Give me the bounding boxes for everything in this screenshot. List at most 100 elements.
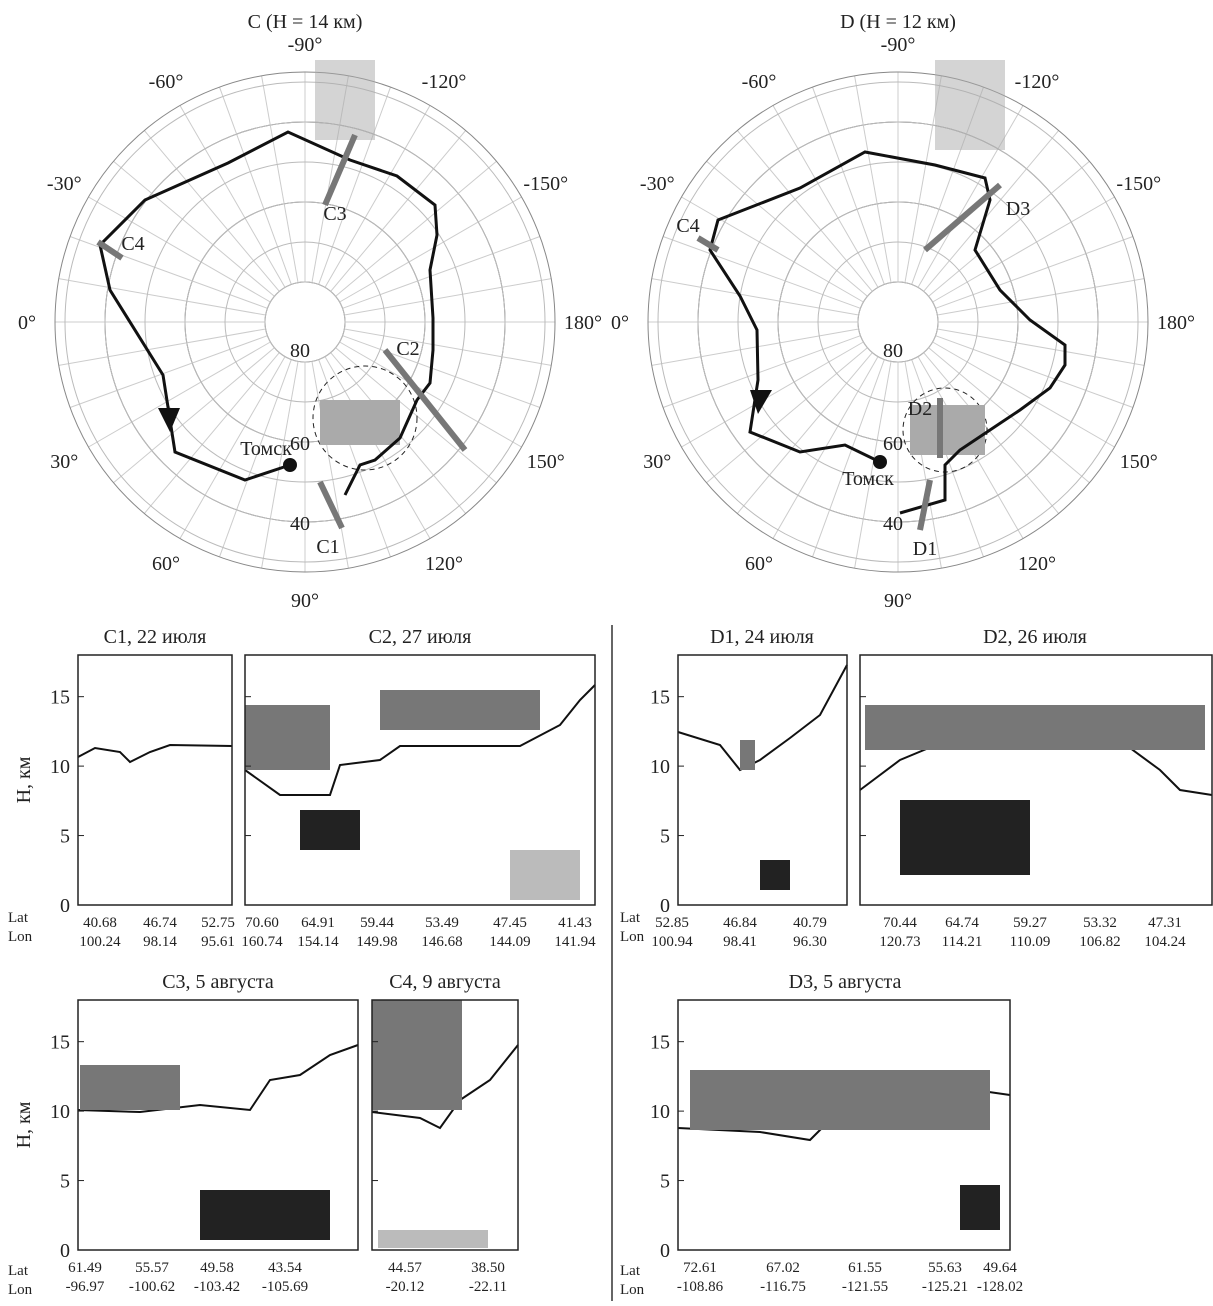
y-tick-label: 15: [650, 1032, 670, 1054]
lon-label: -150°: [1116, 173, 1161, 195]
lon-grid: [88, 197, 270, 302]
panel-title: C4, 9 августа: [389, 971, 501, 993]
y-tick-label: 0: [60, 1240, 70, 1262]
y-tick-label: 0: [60, 895, 70, 917]
panel-title: D3, 5 августа: [789, 971, 902, 993]
lon-value: 144.09: [489, 934, 530, 950]
lon-label: 180°: [564, 312, 602, 334]
lat-value: 61.49: [68, 1260, 102, 1276]
lat-label: 80: [883, 340, 903, 362]
row-label: Lat: [620, 910, 641, 926]
lon-label: -120°: [1015, 71, 1060, 93]
lon-value: -121.55: [842, 1279, 888, 1295]
y-tick-label: 15: [650, 687, 670, 709]
lon-label: 180°: [1157, 312, 1195, 334]
lat-value: 43.54: [268, 1260, 302, 1276]
lon-value: 98.14: [143, 934, 177, 950]
lon-label: -60°: [149, 71, 184, 93]
city-label: Томск: [842, 468, 894, 490]
y-tick-label: 10: [50, 1101, 70, 1123]
y-tick-label: 10: [650, 756, 670, 778]
lon-value: 120.73: [879, 934, 920, 950]
lon-label: 90°: [291, 590, 319, 612]
lat-value: 40.68: [83, 915, 117, 931]
lat-label: 40: [290, 513, 310, 535]
segment-label: D2: [908, 398, 932, 420]
lat-value: 52.85: [655, 915, 689, 931]
lon-value: 95.61: [201, 934, 235, 950]
lon-label: -120°: [422, 71, 467, 93]
row-label: Lon: [8, 1282, 33, 1298]
lat-value: 64.91: [301, 915, 335, 931]
lat-value: 41.43: [558, 915, 592, 931]
lat-label: 60: [290, 433, 310, 455]
lat-value: 67.02: [766, 1260, 800, 1276]
y-tick-label: 15: [50, 1032, 70, 1054]
lon-label: -90°: [288, 34, 323, 56]
lon-value: -116.75: [760, 1279, 806, 1295]
row-label: Lon: [8, 929, 33, 945]
lon-label: 60°: [745, 553, 773, 575]
lat-value: 47.31: [1148, 915, 1182, 931]
lon-label: 150°: [527, 451, 565, 473]
map-title: C (H = 14 км): [248, 11, 363, 33]
y-tick-label: 5: [60, 1171, 70, 1193]
lat-value: 70.44: [883, 915, 917, 931]
lon-grid: [681, 342, 863, 447]
lat-value: 40.79: [793, 915, 827, 931]
lat-value: 46.84: [723, 915, 757, 931]
lon-label: 120°: [425, 553, 463, 575]
y-axis-label: H, км: [13, 1101, 35, 1148]
lon-value: -20.12: [386, 1279, 425, 1295]
lon-value: -100.62: [129, 1279, 175, 1295]
lon-label: -60°: [742, 71, 777, 93]
lon-grid: [180, 105, 285, 287]
lon-value: -96.97: [66, 1279, 105, 1295]
panel-title: D1, 24 июля: [710, 626, 814, 648]
city-label: Томск: [240, 438, 292, 460]
lat-value: 52.75: [201, 915, 235, 931]
lat-value: 64.74: [945, 915, 979, 931]
row-label: Lat: [8, 1263, 29, 1279]
y-tick-label: 10: [650, 1101, 670, 1123]
panel-frame: [78, 655, 232, 905]
lat-value: 46.74: [143, 915, 177, 931]
lon-label: -30°: [640, 173, 675, 195]
lon-label: -90°: [881, 34, 916, 56]
lon-label: 150°: [1120, 451, 1158, 473]
lon-value: -108.86: [677, 1279, 724, 1295]
lat-value: 70.60: [245, 915, 279, 931]
segment-label: C4: [676, 215, 699, 237]
y-tick-label: 15: [50, 687, 70, 709]
lon-label: 60°: [152, 553, 180, 575]
lat-value: 53.49: [425, 915, 459, 931]
lon-label: 90°: [884, 590, 912, 612]
lon-label: -150°: [523, 173, 568, 195]
segment-label: C1: [316, 536, 339, 558]
lon-grid: [773, 105, 878, 287]
map-title: D (H = 12 км): [840, 11, 956, 33]
lon-label: 120°: [1018, 553, 1056, 575]
lon-value: 100.24: [79, 934, 121, 950]
segment-label: D3: [1006, 198, 1030, 220]
lat-value: 59.44: [360, 915, 394, 931]
lat-label: 60: [883, 433, 903, 455]
lon-value: 110.09: [1010, 934, 1051, 950]
panel-title: C1, 22 июля: [104, 626, 207, 648]
lon-value: 154.14: [297, 934, 339, 950]
lon-grid: [88, 342, 270, 447]
lon-value: 146.68: [421, 934, 462, 950]
lat-value: 47.45: [493, 915, 527, 931]
y-tick-label: 0: [660, 1240, 670, 1262]
lat-value: 72.61: [683, 1260, 717, 1276]
lon-value: 96.30: [793, 934, 827, 950]
lon-value: -22.11: [469, 1279, 507, 1295]
y-tick-label: 5: [60, 826, 70, 848]
segment-label: C3: [323, 203, 346, 225]
lat-value: 44.57: [388, 1260, 422, 1276]
y-tick-label: 0: [660, 895, 670, 917]
lon-label: -30°: [47, 173, 82, 195]
lon-value: 160.74: [241, 934, 283, 950]
lat-value: 59.27: [1013, 915, 1047, 931]
segment-label: D1: [913, 538, 937, 560]
